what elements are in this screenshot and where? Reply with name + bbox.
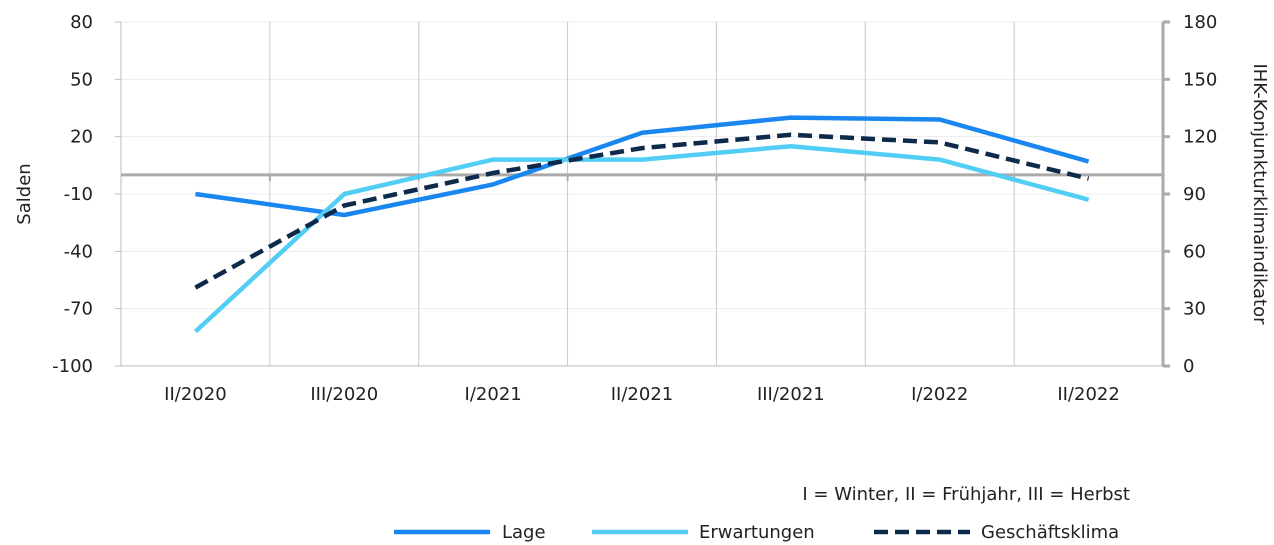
- x-tick-label: III/2020: [310, 384, 378, 405]
- x-tick-label: II/2021: [611, 384, 674, 405]
- series: [193, 115, 1090, 334]
- season-note: I = Winter, II = Frühjahr, III = Herbst: [802, 484, 1130, 505]
- y-left-tick-label: -70: [64, 299, 93, 320]
- y-left-axis-title: Salden: [14, 163, 35, 224]
- y-right-tick-label: 0: [1183, 356, 1194, 377]
- y-left-tick-label: 50: [70, 69, 93, 90]
- series-line-erwartungen: [193, 143, 1090, 334]
- x-tick-label: I/2021: [465, 384, 522, 405]
- y-left-tick-label: -100: [52, 356, 93, 377]
- x-tick-label: II/2022: [1057, 384, 1120, 405]
- grid: [121, 21, 1163, 366]
- x-tick-labels: II/2020 III/2020 I/2021 II/2021 III/2021 I/20…: [164, 384, 1120, 405]
- y-left-tick-label: 80: [70, 12, 93, 33]
- left-tick-labels: 80 50 20 -10 -40 -70 -100: [52, 12, 93, 377]
- y-right-tick-label: 60: [1183, 241, 1206, 262]
- legend: Lage Erwartungen Geschäftsklima: [394, 522, 1119, 543]
- y-right-axis-title: IHK-Konjunkturklimaindikator: [1249, 63, 1270, 325]
- right-tick-labels: 180 150 120 90 60 30 0: [1183, 12, 1217, 377]
- series-line-lage: [195, 115, 1090, 218]
- y-left-tick-label: 20: [70, 127, 93, 148]
- y-right-tick-label: 120: [1183, 127, 1217, 148]
- legend-label: Geschäftsklima: [981, 522, 1119, 543]
- series-line-geschäftsklima: [194, 132, 1090, 290]
- y-right-tick-label: 150: [1183, 69, 1217, 90]
- x-tick-label: III/2021: [757, 384, 825, 405]
- legend-label: Erwartungen: [699, 522, 815, 543]
- y-left-tick-label: -10: [64, 184, 93, 205]
- x-tick-label: I/2022: [911, 384, 968, 405]
- y-right-tick-label: 30: [1183, 299, 1206, 320]
- y-right-tick-label: 90: [1183, 184, 1206, 205]
- y-left-tick-label: -40: [64, 241, 93, 262]
- x-tick-label: II/2020: [164, 384, 227, 405]
- y-right-tick-label: 180: [1183, 12, 1217, 33]
- legend-label: Lage: [502, 522, 546, 543]
